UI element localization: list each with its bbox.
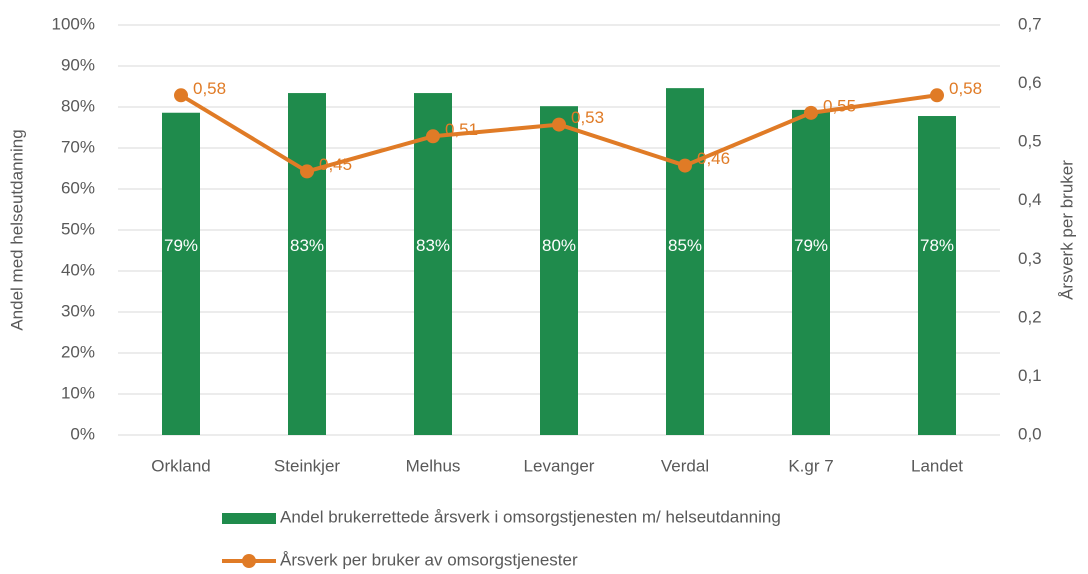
y-tick-label: 30% xyxy=(61,301,95,320)
x-tick-label: Orkland xyxy=(151,456,211,475)
x-tick-label: Steinkjer xyxy=(274,456,340,475)
bar-value-label: 79% xyxy=(794,236,828,255)
y-tick-label: 50% xyxy=(61,219,95,238)
legend-swatch xyxy=(222,513,276,524)
y2-tick-label: 0,6 xyxy=(1018,73,1042,92)
x-tick-label: Levanger xyxy=(524,456,595,475)
y2-tick-label: 0,5 xyxy=(1018,132,1042,151)
y-tick-label: 100% xyxy=(52,14,95,33)
y-tick-label: 80% xyxy=(61,96,95,115)
y2-tick-label: 0,2 xyxy=(1018,307,1042,326)
line-value-label: 0,45 xyxy=(319,155,352,174)
x-tick-label: Verdal xyxy=(661,456,709,475)
x-tick-label: K.gr 7 xyxy=(788,456,833,475)
bar xyxy=(918,116,956,436)
bar-value-label: 85% xyxy=(668,236,702,255)
bar-value-label: 79% xyxy=(164,236,198,255)
legend-label: Årsverk per bruker av omsorgstjenester xyxy=(280,550,578,569)
bar-value-label: 78% xyxy=(920,236,954,255)
bar xyxy=(666,88,704,435)
y2-tick-label: 0,3 xyxy=(1018,249,1042,268)
y2-tick-label: 0,1 xyxy=(1018,366,1042,385)
legend-label: Andel brukerrettede årsverk i omsorgstje… xyxy=(280,507,781,526)
bar xyxy=(792,109,830,436)
x-tick-label: Melhus xyxy=(406,456,461,475)
bar-value-label: 83% xyxy=(416,236,450,255)
line-marker xyxy=(300,164,314,179)
line-marker xyxy=(426,129,440,144)
bar-value-label: 80% xyxy=(542,236,576,255)
bar-value-label: 83% xyxy=(290,236,324,255)
line-value-label: 0,46 xyxy=(697,149,730,168)
y-tick-label: 20% xyxy=(61,342,95,361)
line-value-label: 0,58 xyxy=(949,79,982,98)
line-value-label: 0,53 xyxy=(571,108,604,127)
y-tick-label: 60% xyxy=(61,178,95,197)
y2-tick-label: 0,0 xyxy=(1018,424,1042,443)
line-value-label: 0,58 xyxy=(193,79,226,98)
x-tick-label: Landet xyxy=(911,456,963,475)
legend-marker xyxy=(242,554,256,568)
y-tick-label: 10% xyxy=(61,383,95,402)
line-marker xyxy=(552,117,566,132)
line-value-label: 0,51 xyxy=(445,120,478,139)
line-marker xyxy=(804,105,818,120)
y-axis-title: Andel med helseutdanning xyxy=(7,129,26,330)
bar xyxy=(414,93,452,435)
y-tick-label: 40% xyxy=(61,260,95,279)
line-marker xyxy=(678,158,692,173)
y2-axis-title: Årsverk per bruker xyxy=(1057,160,1076,300)
y-tick-label: 90% xyxy=(61,55,95,74)
y2-tick-label: 0,4 xyxy=(1018,190,1042,209)
y2-tick-label: 0,7 xyxy=(1018,14,1042,33)
bar xyxy=(162,112,200,436)
y-tick-label: 70% xyxy=(61,137,95,156)
bar xyxy=(540,106,578,436)
bar xyxy=(288,93,326,435)
line-value-label: 0,55 xyxy=(823,96,856,115)
line-marker xyxy=(930,88,944,103)
y-tick-label: 0% xyxy=(70,424,95,443)
line-marker xyxy=(174,88,188,103)
